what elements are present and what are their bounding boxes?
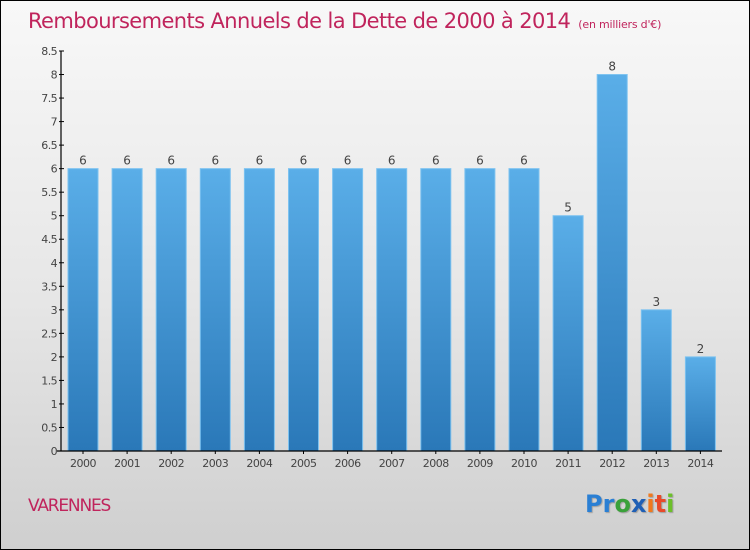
chart-title: Remboursements Annuels de la Dette de 20… xyxy=(28,9,661,33)
chart-title-text: Remboursements Annuels de la Dette de 20… xyxy=(28,9,571,33)
bar-2005 xyxy=(288,168,319,452)
bar-2006 xyxy=(332,168,364,452)
bars-group: 6 6 6 6 6 6 6 6 6 6 6 5 8 3 2 xyxy=(67,60,716,452)
bar-2002 xyxy=(155,168,187,452)
x-tick-label-2001: 2001 xyxy=(114,457,140,470)
y-tick-label: 1 xyxy=(51,398,57,411)
bar-2001 xyxy=(111,168,143,452)
data-label-2006: 6 xyxy=(344,154,352,168)
x-tick-label-2011: 2011 xyxy=(555,457,581,470)
x-tick-label-2005: 2005 xyxy=(291,457,317,470)
data-label-2014: 2 xyxy=(697,342,705,356)
logo-letter: x xyxy=(630,490,647,518)
x-tick-label-2002: 2002 xyxy=(158,457,184,470)
chart-unit: (en milliers d'€) xyxy=(578,18,662,31)
bar-2013 xyxy=(640,309,672,452)
bar-2011 xyxy=(552,215,584,452)
data-label-2001: 6 xyxy=(123,154,131,168)
proxiti-logo[interactable]: Proxiti xyxy=(585,490,674,518)
bar-2009 xyxy=(464,168,496,452)
y-tick-label: 4.5 xyxy=(41,233,57,246)
y-tick-label: 7.5 xyxy=(41,92,57,105)
logo-letter: i xyxy=(666,490,675,518)
y-tick-label: 2.5 xyxy=(41,327,57,340)
y-tick-label: 6.5 xyxy=(41,139,57,152)
y-tick-label: 7 xyxy=(51,116,58,129)
x-tick-label-2008: 2008 xyxy=(423,457,449,470)
x-tick-label-2003: 2003 xyxy=(202,457,228,470)
data-label-2009: 6 xyxy=(476,154,484,168)
data-label-2008: 6 xyxy=(432,154,440,168)
y-tick-label: 0.5 xyxy=(41,421,57,434)
data-label-2002: 6 xyxy=(167,154,175,168)
y-tick-label: 4 xyxy=(51,257,58,270)
y-tick-label: 2 xyxy=(51,351,57,364)
x-tick-label-2006: 2006 xyxy=(335,457,361,470)
x-tick-label-2009: 2009 xyxy=(467,457,493,470)
data-label-2007: 6 xyxy=(388,154,396,168)
x-tick-label-2007: 2007 xyxy=(379,457,405,470)
bar-2004 xyxy=(243,168,275,452)
bar-2000 xyxy=(67,168,99,452)
y-tick-label: 1.5 xyxy=(41,374,57,387)
bar-2003 xyxy=(199,168,231,452)
y-tick-label: 5.5 xyxy=(41,186,57,199)
data-label-2010: 6 xyxy=(520,154,528,168)
y-tick-label: 6 xyxy=(51,163,58,176)
axes-group: 2000 2001 2002 2003 2004 2005 2006 2007 2008 2009… xyxy=(41,45,722,470)
y-tick-label: 3.5 xyxy=(41,280,57,293)
data-label-2012: 8 xyxy=(608,60,616,74)
logo-letter: i xyxy=(646,490,655,518)
x-tick-label-2013: 2013 xyxy=(643,457,669,470)
x-tick-label-2004: 2004 xyxy=(246,457,272,470)
logo-letter: o xyxy=(614,490,631,518)
y-tick-label: 0 xyxy=(51,445,58,458)
y-tick-label: 8.5 xyxy=(41,45,57,58)
bar-2012 xyxy=(596,74,628,452)
bar-2008 xyxy=(420,168,452,452)
data-label-2003: 6 xyxy=(211,154,219,168)
data-label-2000: 6 xyxy=(79,154,87,168)
y-tick-label: 3 xyxy=(51,304,58,317)
y-tick-label: 5 xyxy=(51,210,58,223)
bar-2007 xyxy=(376,168,408,452)
x-tick-label-2000: 2000 xyxy=(70,457,96,470)
logo-letter: P xyxy=(585,490,603,518)
x-tick-label-2014: 2014 xyxy=(687,457,713,470)
logo-letter: t xyxy=(654,490,667,518)
data-label-2004: 6 xyxy=(256,154,264,168)
bar-2014 xyxy=(684,356,716,452)
logo-letter: r xyxy=(602,490,615,518)
data-label-2013: 3 xyxy=(652,295,660,309)
x-tick-label-2010: 2010 xyxy=(511,457,537,470)
commune-name: VARENNES xyxy=(28,496,111,516)
y-tick-label: 8 xyxy=(51,69,58,82)
bar-2010 xyxy=(508,168,540,452)
data-label-2011: 5 xyxy=(564,201,572,215)
data-label-2005: 6 xyxy=(300,154,308,168)
x-tick-label-2012: 2012 xyxy=(599,457,625,470)
